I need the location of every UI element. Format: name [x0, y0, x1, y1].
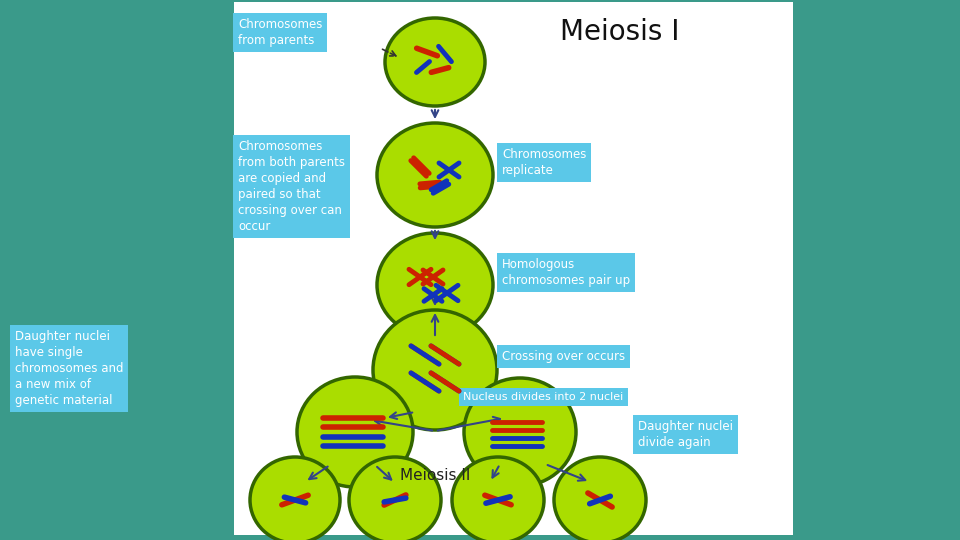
Text: Chromosomes
from parents: Chromosomes from parents — [238, 18, 323, 47]
Text: Chromosomes
from both parents
are copied and
paired so that
crossing over can
oc: Chromosomes from both parents are copied… — [238, 140, 345, 233]
Ellipse shape — [385, 18, 485, 106]
Text: Chromosomes
replicate: Chromosomes replicate — [502, 148, 587, 177]
FancyBboxPatch shape — [234, 2, 793, 535]
Text: Daughter nuclei
divide again: Daughter nuclei divide again — [638, 420, 733, 449]
Text: Meiosis II: Meiosis II — [399, 468, 470, 483]
Text: Nucleus divides into 2 nuclei: Nucleus divides into 2 nuclei — [463, 392, 623, 402]
Text: Daughter nuclei
have single
chromosomes and
a new mix of
genetic material: Daughter nuclei have single chromosomes … — [15, 330, 124, 407]
Ellipse shape — [464, 378, 576, 486]
Ellipse shape — [377, 233, 493, 337]
Text: Crossing over occurs: Crossing over occurs — [502, 350, 625, 363]
Text: Homologous
chromosomes pair up: Homologous chromosomes pair up — [502, 258, 630, 287]
Ellipse shape — [373, 310, 497, 430]
Text: Meiosis I: Meiosis I — [560, 18, 680, 46]
Ellipse shape — [297, 377, 413, 487]
Ellipse shape — [377, 123, 493, 227]
Ellipse shape — [250, 457, 340, 540]
Ellipse shape — [349, 457, 441, 540]
Ellipse shape — [554, 457, 646, 540]
Ellipse shape — [452, 457, 544, 540]
